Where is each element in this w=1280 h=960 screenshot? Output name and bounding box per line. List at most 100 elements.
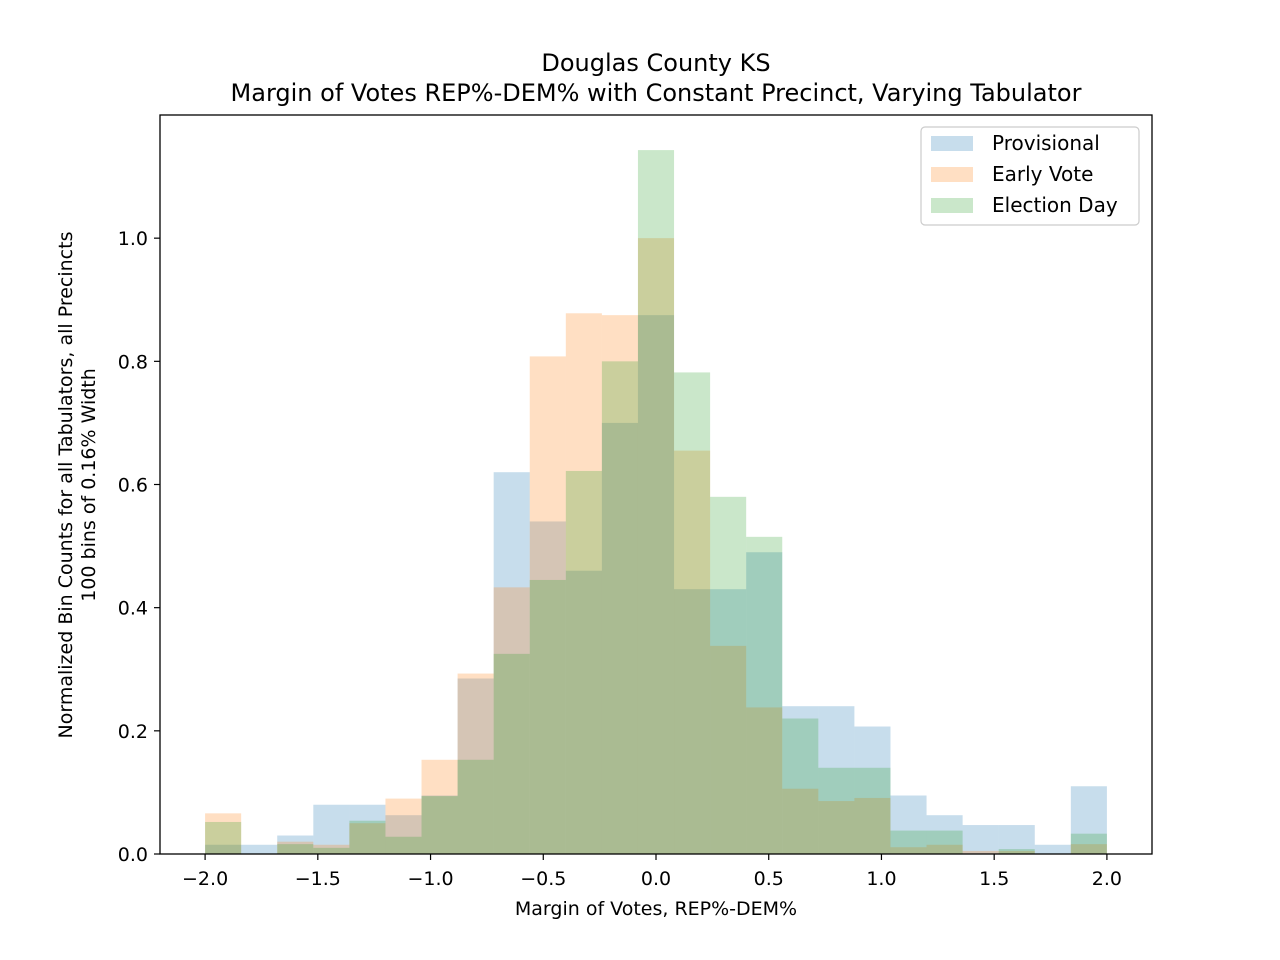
x-tick-label: 1.5 xyxy=(979,868,1009,890)
histogram-bar xyxy=(349,804,386,854)
histogram-bar xyxy=(313,844,350,854)
histogram-bar xyxy=(601,422,638,854)
chart-title: Douglas County KS xyxy=(541,49,770,77)
histogram-bar xyxy=(746,552,783,854)
histogram-bar xyxy=(493,472,530,854)
y-axis-label-line2: 100 bins of 0.16% Width xyxy=(78,368,100,602)
x-tick-label: −1.0 xyxy=(407,868,453,890)
histogram-bar xyxy=(313,847,350,854)
y-tick-label: 0.6 xyxy=(118,475,148,497)
histogram-bar xyxy=(601,361,638,854)
histogram-bar xyxy=(818,801,855,854)
histogram-bar xyxy=(565,570,602,854)
y-tick-label: 0.4 xyxy=(118,598,148,620)
histogram-bar xyxy=(674,450,711,854)
histogram-bar xyxy=(1070,833,1107,854)
x-tick-label: −2.0 xyxy=(182,868,228,890)
histogram-bar xyxy=(746,536,783,854)
histogram-bar xyxy=(565,313,602,854)
legend-swatch-early-vote xyxy=(931,167,973,182)
histogram-bar xyxy=(493,587,530,854)
y-tick-label: 0.2 xyxy=(118,721,148,743)
histogram-bar xyxy=(890,795,927,854)
x-tick-label: −0.5 xyxy=(520,868,566,890)
histogram-bar xyxy=(1070,844,1107,854)
x-axis: −2.0 −1.5 −1.0 −0.5 0.0 0.5 1.0 1.5 2.0 xyxy=(182,854,1122,890)
y-tick-label: 1.0 xyxy=(118,228,148,250)
histogram-bar xyxy=(385,815,422,854)
histogram-bar xyxy=(637,315,675,854)
histogram-bar xyxy=(1034,844,1071,854)
histogram-bar xyxy=(241,844,278,854)
histogram-bar xyxy=(998,849,1035,854)
legend-label-early-vote: Early Vote xyxy=(992,162,1093,186)
x-tick-label: 0.5 xyxy=(754,868,784,890)
x-tick-label: 1.0 xyxy=(866,868,896,890)
histogram-bar xyxy=(529,356,566,854)
histogram-bar xyxy=(637,150,675,855)
x-axis-label: Margin of Votes, REP%-DEM% xyxy=(515,898,797,920)
histogram-bar xyxy=(962,850,999,854)
histogram-bar xyxy=(674,589,711,854)
histogram-bar xyxy=(385,836,422,854)
histogram-bar xyxy=(277,835,314,854)
histogram-bar xyxy=(205,821,242,854)
histogram-bar xyxy=(854,797,891,854)
chart-subtitle: Margin of Votes REP%-DEM% with Constant … xyxy=(231,79,1082,107)
histogram-bar xyxy=(710,645,747,854)
histogram-bar xyxy=(529,521,566,854)
histogram-bar xyxy=(565,470,602,854)
legend-box xyxy=(920,126,1140,226)
x-tick-label: −1.5 xyxy=(295,868,341,890)
histogram-bar xyxy=(277,844,314,854)
legend-label-provisional: Provisional xyxy=(992,131,1100,155)
histogram-bar xyxy=(277,841,314,854)
histogram-bar xyxy=(854,726,891,854)
histogram-bar xyxy=(349,823,386,854)
histogram-bar xyxy=(601,315,638,854)
y-axis-label-line1: Normalized Bin Counts for all Tabulators… xyxy=(55,232,77,739)
histogram-bar xyxy=(1070,786,1107,854)
histogram-bar xyxy=(782,706,819,854)
histogram-bar xyxy=(385,798,422,854)
histogram-bar xyxy=(818,767,855,854)
histogram-bar xyxy=(421,795,458,854)
histogram-bar xyxy=(782,788,819,854)
series-early-vote xyxy=(205,238,1107,854)
histogram-bar xyxy=(926,815,963,854)
histogram-bar xyxy=(637,238,675,854)
histogram-bar xyxy=(457,678,494,854)
histogram-bar xyxy=(457,673,494,854)
histogram-bar xyxy=(998,825,1035,854)
histogram-bar xyxy=(962,825,999,854)
histogram-bar xyxy=(710,589,747,854)
x-tick-label: 0.0 xyxy=(641,868,671,890)
histogram-bar xyxy=(710,496,747,854)
histogram-bar xyxy=(890,847,927,854)
histogram-bar xyxy=(529,579,566,854)
histogram-bar xyxy=(818,706,855,854)
series-election-day xyxy=(205,150,1107,855)
histogram-bar xyxy=(890,830,927,854)
histogram-bar xyxy=(349,820,386,854)
legend-swatch-provisional xyxy=(931,136,973,151)
plot-area xyxy=(205,150,1107,855)
histogram-bar xyxy=(854,767,891,854)
histogram-bar xyxy=(782,718,819,854)
legend-swatch-election-day xyxy=(931,198,973,213)
histogram-bar xyxy=(421,759,458,854)
histogram-bar xyxy=(746,707,783,854)
histogram-bar xyxy=(674,372,711,854)
legend: Provisional Early Vote Election Day xyxy=(920,126,1140,226)
histogram-bar xyxy=(926,830,963,854)
y-tick-label: 0.0 xyxy=(118,844,148,866)
series-provisional xyxy=(205,315,1107,854)
axes-frame xyxy=(159,114,1153,855)
y-axis: 0.0 0.2 0.4 0.6 0.8 1.0 xyxy=(118,228,160,866)
x-tick-label: 2.0 xyxy=(1092,868,1122,890)
y-tick-label: 0.8 xyxy=(118,351,148,373)
y-axis-label-group: Normalized Bin Counts for all Tabulators… xyxy=(55,232,100,739)
histogram-bar xyxy=(926,844,963,854)
histogram-bar xyxy=(421,796,458,854)
legend-label-election-day: Election Day xyxy=(992,193,1118,217)
